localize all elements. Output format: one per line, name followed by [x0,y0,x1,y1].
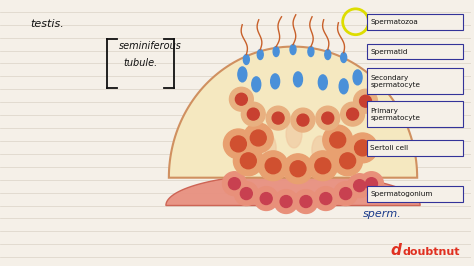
Text: Secondary
spermatocyte: Secondary spermatocyte [371,75,420,88]
Circle shape [297,114,309,126]
Circle shape [235,182,258,206]
Circle shape [236,93,247,105]
Circle shape [347,133,377,163]
Ellipse shape [353,70,362,85]
Text: Sertoli cell: Sertoli cell [371,145,409,151]
Circle shape [223,129,253,159]
Circle shape [341,102,365,126]
Polygon shape [169,47,417,178]
Circle shape [247,108,259,120]
Ellipse shape [312,136,328,164]
Circle shape [283,154,313,184]
Ellipse shape [290,45,296,55]
Polygon shape [166,174,420,206]
Circle shape [294,190,318,213]
Ellipse shape [341,53,346,63]
Circle shape [272,112,284,124]
Ellipse shape [293,72,302,87]
FancyBboxPatch shape [366,186,463,202]
Ellipse shape [243,55,249,64]
Circle shape [360,95,372,107]
Ellipse shape [308,47,314,56]
Circle shape [300,196,312,207]
Circle shape [333,146,363,176]
Circle shape [241,102,265,126]
Text: d: d [391,243,401,258]
Circle shape [250,130,266,146]
Circle shape [240,188,252,200]
Circle shape [315,158,331,174]
Circle shape [340,153,356,169]
Circle shape [322,112,334,124]
Circle shape [228,178,240,190]
Circle shape [230,136,246,152]
Circle shape [365,178,377,190]
Circle shape [314,187,337,210]
Text: testis.: testis. [30,19,64,29]
Text: Spermatogonium: Spermatogonium [371,191,433,197]
Circle shape [240,153,256,169]
Circle shape [265,158,281,174]
Circle shape [340,188,352,200]
Circle shape [316,106,340,130]
Text: Primary
spermatocyte: Primary spermatocyte [371,108,420,120]
Circle shape [330,132,346,148]
Circle shape [334,182,357,206]
Ellipse shape [271,74,280,89]
Ellipse shape [339,79,348,94]
Text: tubule.: tubule. [123,59,157,68]
FancyBboxPatch shape [366,68,463,94]
Text: seminiferous: seminiferous [119,41,182,51]
Ellipse shape [273,47,279,56]
Circle shape [233,146,263,176]
Circle shape [266,106,290,130]
Ellipse shape [252,77,261,92]
Ellipse shape [260,134,276,162]
Circle shape [280,196,292,207]
Circle shape [354,89,377,113]
Circle shape [347,174,372,198]
Circle shape [323,125,353,155]
Text: doubtnut: doubtnut [402,247,460,257]
Circle shape [355,140,371,156]
Circle shape [274,190,298,213]
FancyBboxPatch shape [366,14,463,30]
Circle shape [354,180,365,192]
Circle shape [308,151,337,181]
Text: sperm.: sperm. [363,209,401,219]
Circle shape [258,151,288,181]
Ellipse shape [319,75,327,90]
FancyBboxPatch shape [366,44,463,60]
Circle shape [291,108,315,132]
Circle shape [229,87,253,111]
Circle shape [360,172,383,196]
Circle shape [320,193,332,205]
Circle shape [260,193,272,205]
Text: Spermatid: Spermatid [371,49,408,55]
Circle shape [254,187,278,210]
Ellipse shape [257,49,263,60]
Ellipse shape [286,120,302,148]
Circle shape [346,108,358,120]
FancyBboxPatch shape [366,101,463,127]
Ellipse shape [325,49,331,60]
Ellipse shape [238,67,247,82]
Circle shape [222,172,246,196]
Text: Spermatozoa: Spermatozoa [371,19,418,25]
Circle shape [243,123,273,153]
FancyBboxPatch shape [366,140,463,156]
Circle shape [290,161,306,177]
